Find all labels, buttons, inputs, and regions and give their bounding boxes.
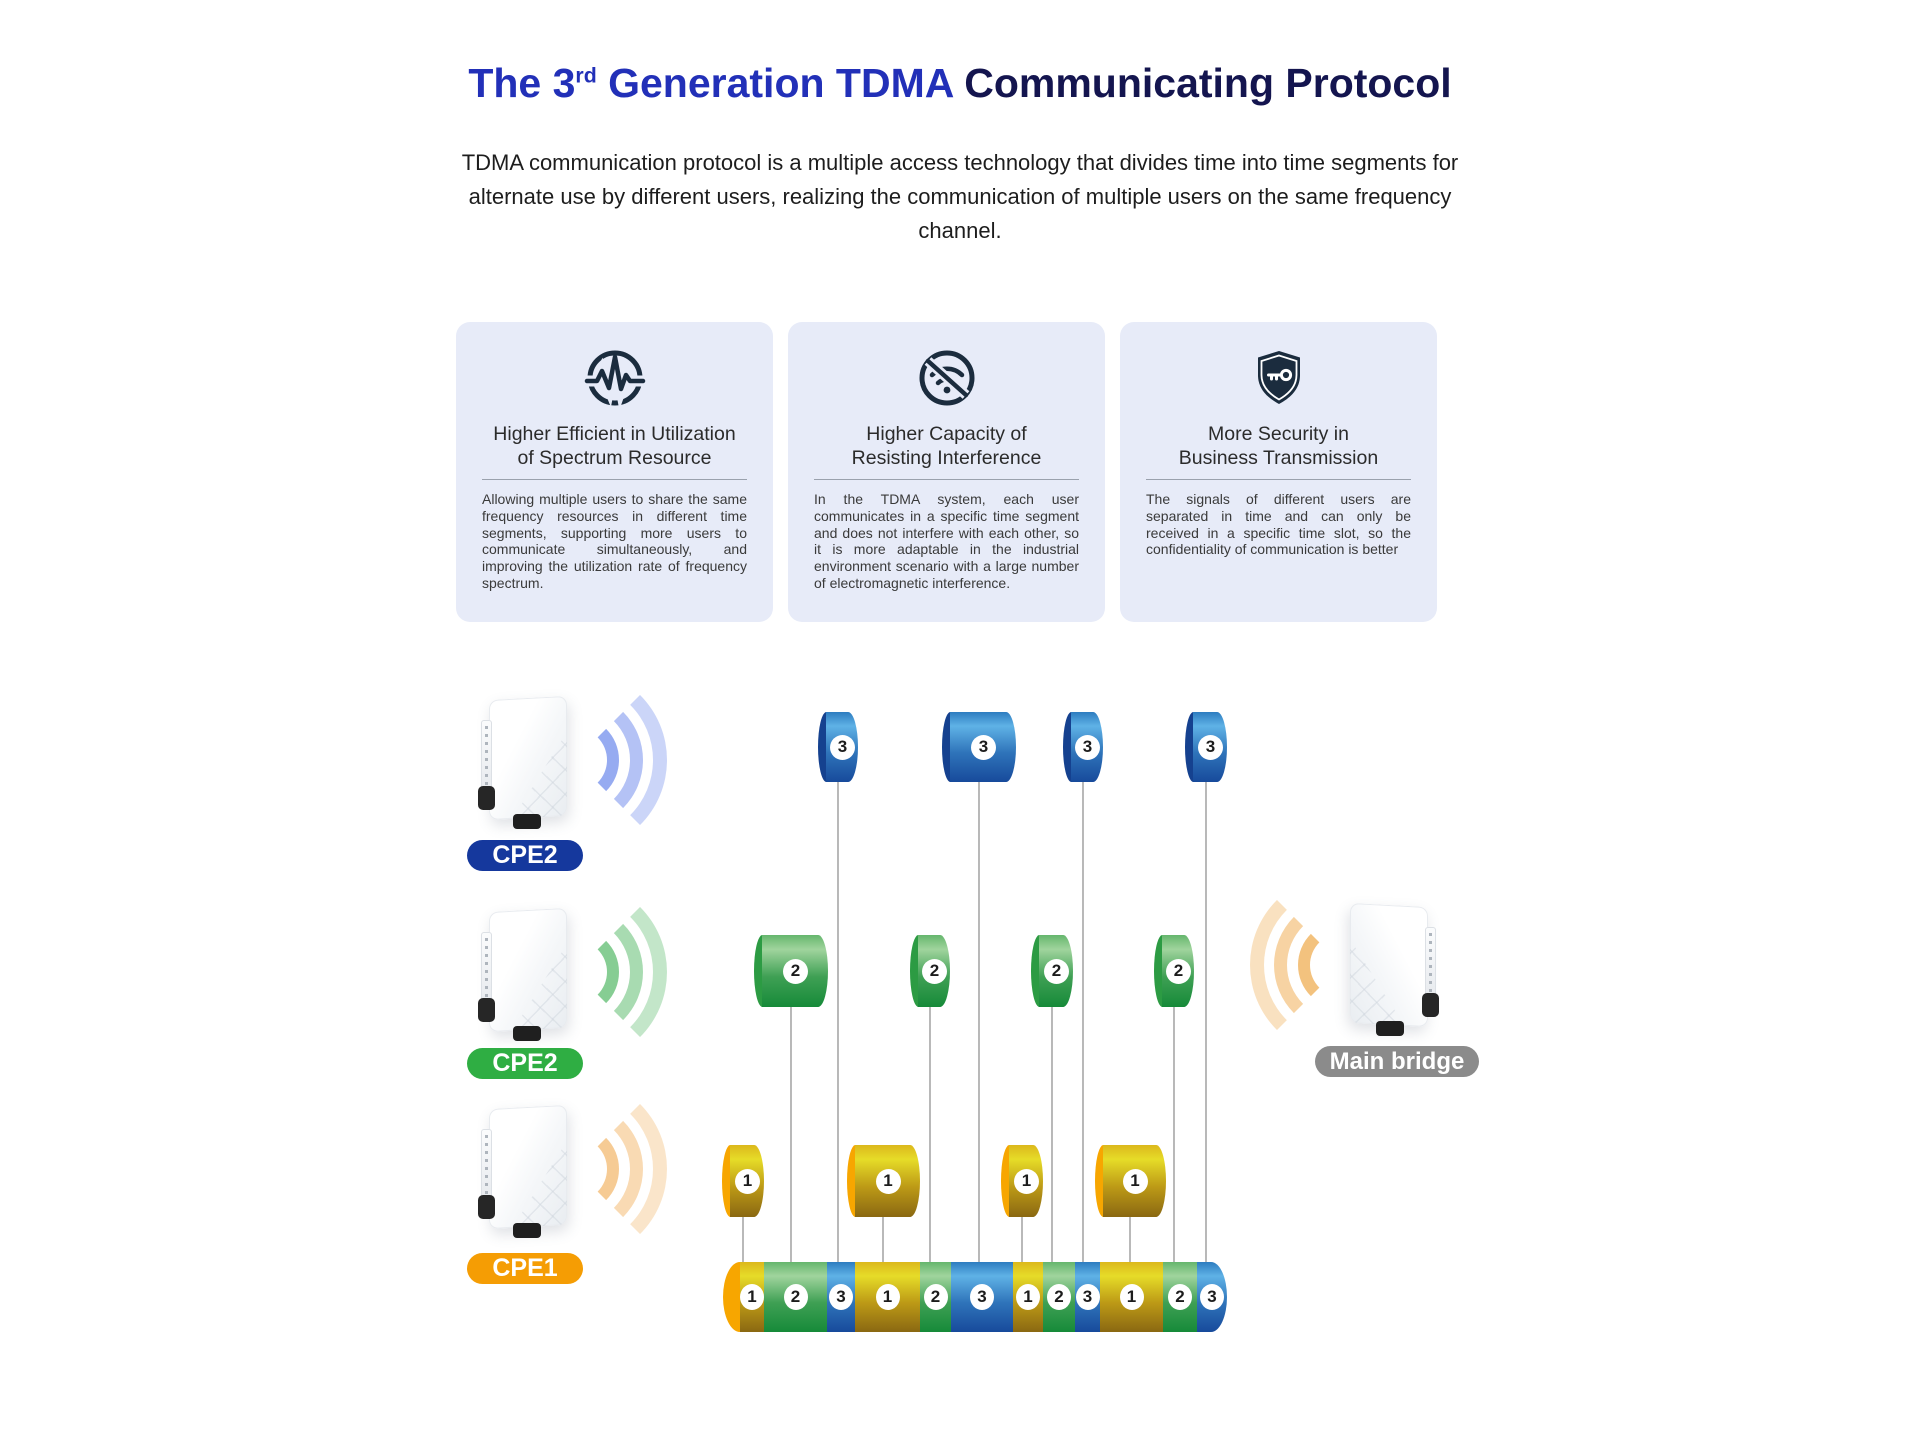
device-panel bbox=[489, 1104, 567, 1230]
device-label-cpe1: CPE1 bbox=[467, 1253, 583, 1284]
main-bridge-device bbox=[1348, 902, 1440, 1036]
device-rail bbox=[481, 720, 492, 792]
timeline-segment-1: 1 bbox=[855, 1262, 920, 1332]
timeline-slot-badge: 1 bbox=[1119, 1284, 1144, 1310]
timeline-slot-badge: 2 bbox=[923, 1284, 948, 1310]
timeline-slot-badge: 1 bbox=[740, 1284, 764, 1310]
device-connector bbox=[478, 1195, 495, 1219]
device-connector bbox=[478, 998, 495, 1022]
timeline-segment-1: 1 bbox=[1100, 1262, 1163, 1332]
title-highlight: The 3rd Generation TDMA bbox=[468, 60, 953, 106]
timeline-slot-badge: 2 bbox=[783, 1284, 808, 1310]
device-mount bbox=[1376, 1021, 1404, 1036]
timeslot-cylinder-3: 3 bbox=[1185, 712, 1227, 782]
timeline-segment-3: 3 bbox=[1075, 1262, 1100, 1332]
timeslot-cylinder-2: 2 bbox=[1154, 935, 1194, 1007]
timeslot-cylinder-2: 2 bbox=[1031, 935, 1073, 1007]
timeline-segment-2: 2 bbox=[1043, 1262, 1075, 1332]
radio-waves-green bbox=[575, 880, 745, 1064]
timeline-segment-2: 2 bbox=[1163, 1262, 1197, 1332]
slot-number-badge: 3 bbox=[830, 734, 855, 760]
card-body: The signals of different users are separ… bbox=[1146, 491, 1411, 558]
slot-number-badge: 1 bbox=[875, 1168, 901, 1194]
slot-number-badge: 2 bbox=[1044, 958, 1069, 984]
device-label-cpe2-blue: CPE2 bbox=[467, 840, 583, 871]
timeline-slot-badge: 2 bbox=[1047, 1284, 1071, 1310]
timeline-slot-badge: 3 bbox=[970, 1284, 994, 1310]
device-panel bbox=[489, 907, 567, 1033]
timeslot-cylinder-1: 1 bbox=[1001, 1145, 1043, 1217]
radio-waves-orange bbox=[575, 1077, 745, 1261]
cpe2-green-device bbox=[477, 907, 569, 1041]
timeline-segment-2: 2 bbox=[764, 1262, 827, 1332]
radio-waves-bridge bbox=[1172, 873, 1342, 1057]
device-mount bbox=[513, 814, 541, 829]
slot-number-badge: 2 bbox=[922, 958, 947, 984]
timeline-slot-badge: 1 bbox=[875, 1284, 900, 1310]
card-body: Allowing multiple users to share the sam… bbox=[482, 491, 747, 591]
card-interference-resistance: Higher Capacity of Resisting Interference… bbox=[788, 322, 1105, 622]
device-mount bbox=[513, 1026, 541, 1041]
timeslot-cylinder-1: 1 bbox=[1095, 1145, 1166, 1217]
shield-key-icon bbox=[1146, 344, 1411, 412]
slot-number-badge: 1 bbox=[1122, 1168, 1148, 1194]
timeline-slot-badge: 3 bbox=[1200, 1284, 1224, 1310]
card-title: Higher Efficient in Utilization of Spectr… bbox=[493, 423, 736, 469]
spectrum-pulse-icon bbox=[482, 344, 747, 412]
timeline-slot-badge: 3 bbox=[1075, 1284, 1100, 1310]
timeslot-cylinder-3: 3 bbox=[1063, 712, 1103, 782]
slot-number-badge: 1 bbox=[735, 1168, 760, 1194]
device-label-cpe2-green: CPE2 bbox=[467, 1048, 583, 1079]
timeline-segment-3: 3 bbox=[1197, 1262, 1227, 1332]
main-bridge-label: Main bridge bbox=[1315, 1046, 1479, 1077]
timeline-slot-badge: 1 bbox=[1016, 1284, 1040, 1310]
divider bbox=[482, 479, 747, 480]
timeslot-cylinder-1: 1 bbox=[722, 1145, 764, 1217]
device-connector bbox=[1422, 993, 1439, 1017]
slot-number-badge: 3 bbox=[1198, 734, 1223, 760]
cpe1-device bbox=[477, 1104, 569, 1238]
timeline-segment-1: 1 bbox=[740, 1262, 764, 1332]
divider bbox=[814, 479, 1079, 480]
device-rail bbox=[481, 1129, 492, 1201]
timeslot-cylinder-2: 2 bbox=[754, 935, 828, 1007]
timeline-segment-3: 3 bbox=[827, 1262, 855, 1332]
device-mount bbox=[513, 1223, 541, 1238]
title-superscript: rd bbox=[575, 63, 597, 88]
device-panel bbox=[1350, 902, 1428, 1028]
card-title: More Security in Business Transmission bbox=[1178, 423, 1379, 469]
slot-number-badge: 2 bbox=[1166, 958, 1191, 984]
device-rail bbox=[1425, 927, 1436, 999]
timeslot-cylinder-2: 2 bbox=[910, 935, 950, 1007]
radio-waves-blue bbox=[575, 668, 745, 852]
timeslot-cylinder-3: 3 bbox=[818, 712, 858, 782]
no-interference-icon bbox=[814, 344, 1079, 412]
slot-number-badge: 2 bbox=[783, 958, 808, 984]
subtitle: TDMA communication protocol is a multipl… bbox=[461, 150, 1459, 243]
timeline-slot-badge: 3 bbox=[829, 1284, 853, 1310]
card-body: In the TDMA system, each user communicat… bbox=[814, 491, 1079, 591]
timeline-segment-3: 3 bbox=[951, 1262, 1013, 1332]
timeline-segment-2: 2 bbox=[920, 1262, 951, 1332]
slot-number-badge: 3 bbox=[971, 734, 996, 760]
device-panel bbox=[489, 695, 567, 821]
device-connector bbox=[478, 786, 495, 810]
card-spectrum-efficiency: Higher Efficient in Utilization of Spectr… bbox=[456, 322, 773, 622]
title-rest: Communicating Protocol bbox=[952, 60, 1452, 106]
timeline-slot-badge: 2 bbox=[1168, 1284, 1192, 1310]
timeslot-cylinder-3: 3 bbox=[942, 712, 1016, 782]
card-security: More Security in Business Transmission Th… bbox=[1120, 322, 1437, 622]
slot-number-badge: 1 bbox=[1014, 1168, 1039, 1194]
timeslot-cylinder-1: 1 bbox=[847, 1145, 920, 1217]
slot-number-badge: 3 bbox=[1075, 734, 1100, 760]
card-title: Higher Capacity of Resisting Interference bbox=[851, 423, 1042, 469]
cpe2-blue-device bbox=[477, 695, 569, 829]
page-title: The 3rd Generation TDMA Communicating Pr… bbox=[0, 60, 1920, 107]
timeline-segment-1: 1 bbox=[1013, 1262, 1043, 1332]
divider bbox=[1146, 479, 1411, 480]
device-rail bbox=[481, 932, 492, 1004]
feature-cards: Higher Efficient in Utilization of Spectr… bbox=[456, 322, 1437, 622]
